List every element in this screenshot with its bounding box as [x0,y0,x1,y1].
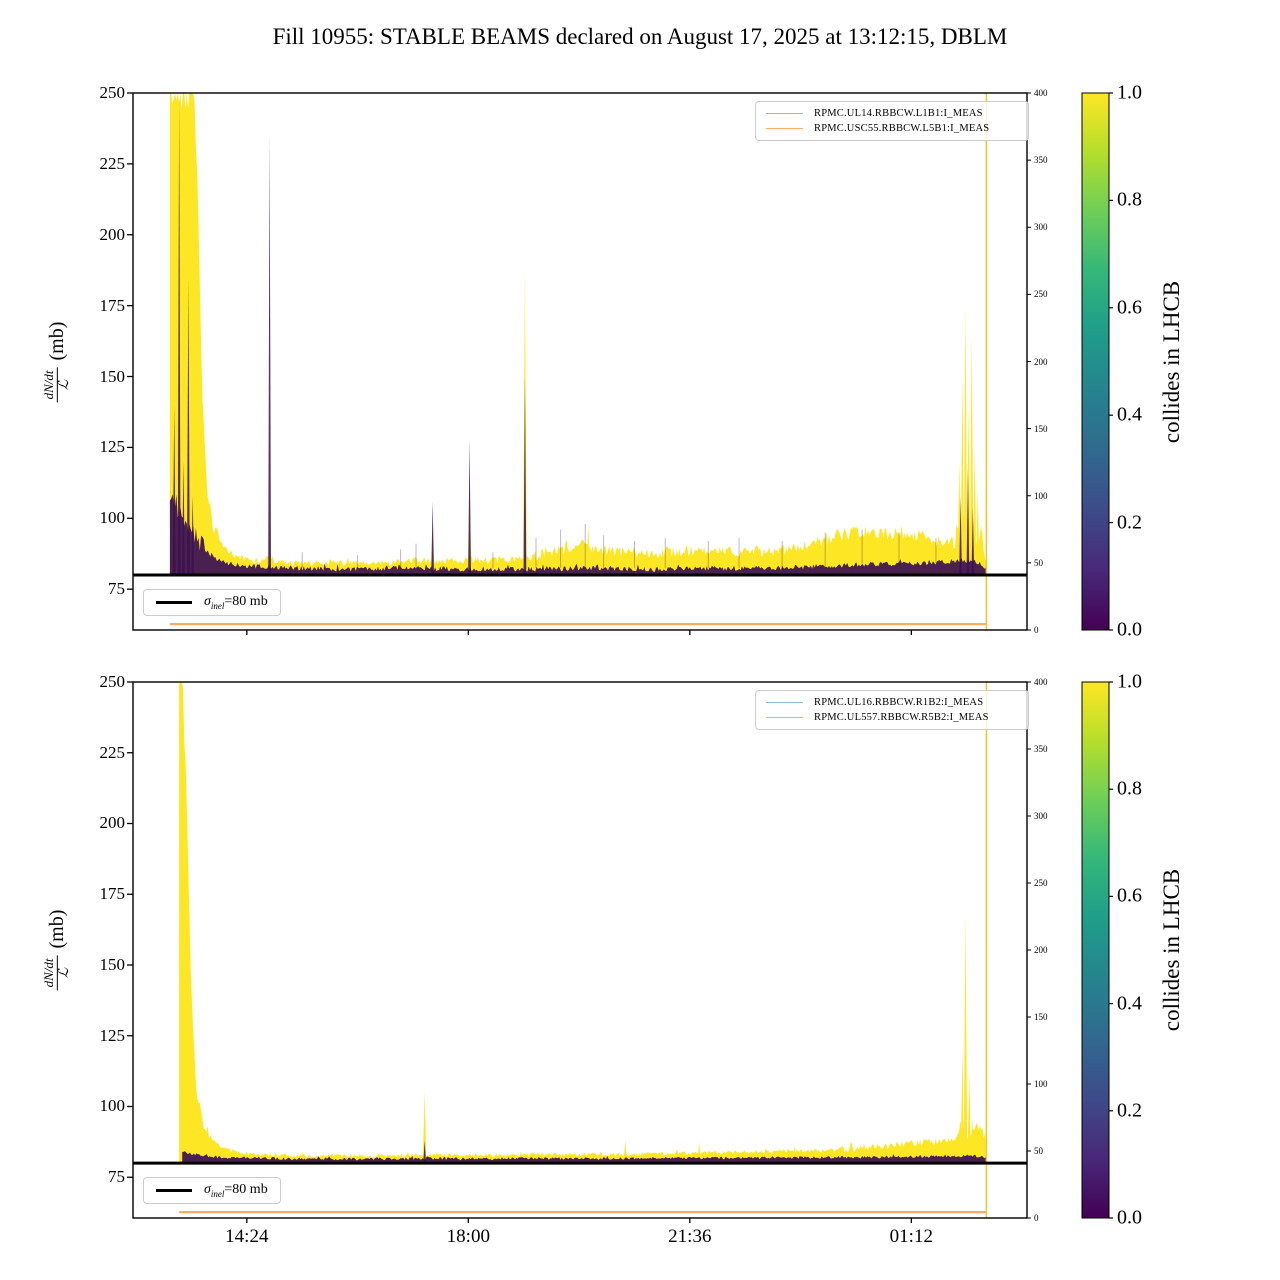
noncolliding-spike [172,404,176,575]
axes-spines [132,681,1028,1219]
signal-band [179,682,987,1164]
colorbar [1081,681,1110,1219]
noncolliding-spike [177,98,181,575]
noncolliding-spike [191,495,195,575]
signal-spike [969,333,974,575]
colorbar [1081,92,1110,631]
signal-spike [623,1140,628,1164]
signal-spike [967,1072,971,1164]
noncolliding-spike [186,277,190,575]
signal-spike [960,376,965,575]
figure-title: Fill 10955: STABLE BEAMS declared on Aug… [272,24,1008,49]
noncolliding-spike [523,376,527,575]
signal-spike [975,489,980,575]
noncolliding-spike [468,438,471,575]
noncolliding-spike [966,467,970,575]
signal-spike [586,523,591,575]
signal-spike [422,1092,427,1164]
signal-band [169,93,987,575]
noncolliding-spike [959,495,962,575]
signal-spike [972,447,977,575]
noncolliding-spike [431,501,435,575]
signal-spike [960,1049,965,1164]
noncolliding-band [182,1151,987,1164]
noncolliding-spike [423,1140,427,1164]
noncolliding-spike [182,461,185,575]
noncolliding-spike [268,135,271,575]
signal-spike [963,305,968,575]
noncolliding-band [169,494,987,576]
signal-spike [970,1117,975,1164]
signal-spike [963,914,968,1164]
noncolliding-spike [971,506,975,575]
